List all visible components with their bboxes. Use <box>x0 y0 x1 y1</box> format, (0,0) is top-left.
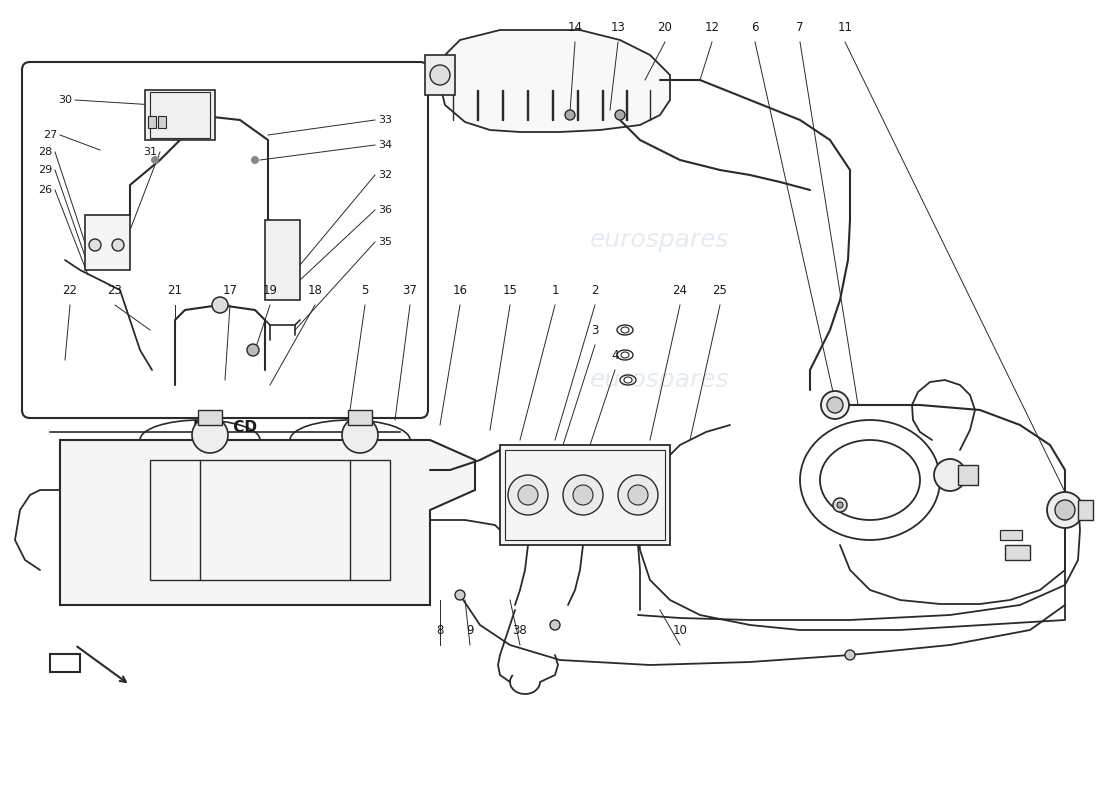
Text: 35: 35 <box>378 237 392 247</box>
Bar <box>958 465 978 485</box>
Text: 14: 14 <box>568 21 583 34</box>
Circle shape <box>89 239 101 251</box>
Circle shape <box>212 297 228 313</box>
Circle shape <box>518 485 538 505</box>
Circle shape <box>618 475 658 515</box>
Text: 16: 16 <box>452 284 468 297</box>
Bar <box>348 410 372 425</box>
Circle shape <box>342 417 378 453</box>
Circle shape <box>565 110 575 120</box>
Text: eurospares: eurospares <box>591 228 729 252</box>
Circle shape <box>934 459 966 491</box>
Text: 9: 9 <box>466 624 474 637</box>
Bar <box>198 410 222 425</box>
Text: 27: 27 <box>43 130 57 140</box>
Circle shape <box>248 344 258 356</box>
Circle shape <box>192 417 228 453</box>
Circle shape <box>615 110 625 120</box>
Circle shape <box>251 156 258 164</box>
Text: 28: 28 <box>37 147 52 157</box>
Circle shape <box>628 485 648 505</box>
Text: 18: 18 <box>308 284 322 297</box>
Text: 20: 20 <box>658 21 672 34</box>
Text: 3: 3 <box>592 324 598 337</box>
Circle shape <box>550 620 560 630</box>
Text: 33: 33 <box>378 115 392 125</box>
Circle shape <box>1055 500 1075 520</box>
Circle shape <box>563 475 603 515</box>
Text: 26: 26 <box>37 185 52 195</box>
Bar <box>425 55 455 95</box>
Bar <box>50 654 80 672</box>
Bar <box>1005 545 1030 560</box>
Circle shape <box>821 391 849 419</box>
Text: 38: 38 <box>513 624 527 637</box>
Text: 6: 6 <box>751 21 759 34</box>
Text: 21: 21 <box>167 284 183 297</box>
Text: 12: 12 <box>704 21 719 34</box>
Text: 30: 30 <box>58 95 72 105</box>
Polygon shape <box>440 30 670 132</box>
Text: 10: 10 <box>672 624 688 637</box>
Text: 17: 17 <box>222 284 238 297</box>
Circle shape <box>112 239 124 251</box>
Text: 37: 37 <box>403 284 417 297</box>
Circle shape <box>508 475 548 515</box>
Bar <box>500 445 670 545</box>
Text: 36: 36 <box>378 205 392 215</box>
Text: 31: 31 <box>143 147 157 157</box>
Circle shape <box>151 156 160 164</box>
Bar <box>265 220 300 300</box>
Bar <box>158 116 166 128</box>
Text: eurospares: eurospares <box>591 368 729 392</box>
Polygon shape <box>60 440 475 605</box>
Text: 2: 2 <box>592 284 598 297</box>
Circle shape <box>573 485 593 505</box>
Text: 7: 7 <box>796 21 804 34</box>
Text: 5: 5 <box>361 284 368 297</box>
Text: 22: 22 <box>63 284 77 297</box>
Circle shape <box>1047 492 1084 528</box>
Text: 34: 34 <box>378 140 392 150</box>
Circle shape <box>455 590 465 600</box>
Text: eurospares: eurospares <box>210 368 350 392</box>
Circle shape <box>837 502 843 508</box>
Text: 4: 4 <box>612 349 618 362</box>
Text: 15: 15 <box>503 284 517 297</box>
Text: 32: 32 <box>378 170 392 180</box>
Circle shape <box>827 397 843 413</box>
Text: 13: 13 <box>610 21 626 34</box>
Circle shape <box>430 65 450 85</box>
Text: 1: 1 <box>551 284 559 297</box>
Text: eurospares: eurospares <box>210 228 350 252</box>
Text: 11: 11 <box>837 21 852 34</box>
Bar <box>505 450 666 540</box>
Text: 19: 19 <box>263 284 277 297</box>
Text: 8: 8 <box>437 624 443 637</box>
Text: 23: 23 <box>108 284 122 297</box>
Bar <box>1000 530 1022 540</box>
Bar <box>148 116 156 128</box>
Bar <box>150 460 390 580</box>
FancyBboxPatch shape <box>22 62 428 418</box>
Text: 25: 25 <box>713 284 727 297</box>
Text: 24: 24 <box>672 284 688 297</box>
Bar <box>1078 500 1093 520</box>
Circle shape <box>845 650 855 660</box>
Bar <box>150 92 210 138</box>
Circle shape <box>833 498 847 512</box>
Bar <box>145 90 214 140</box>
Text: US - CD: US - CD <box>192 421 257 435</box>
Bar <box>85 215 130 270</box>
Text: 29: 29 <box>37 165 52 175</box>
